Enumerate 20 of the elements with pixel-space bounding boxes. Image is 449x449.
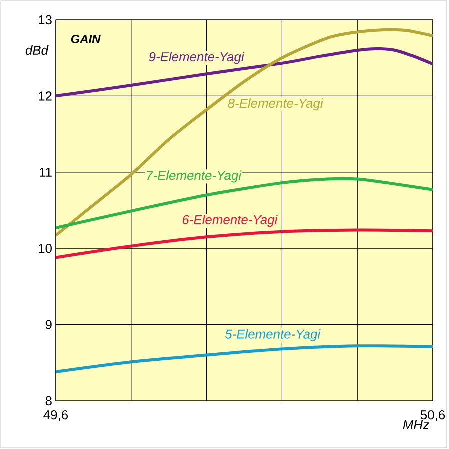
series-label: 5-Elemente-Yagi xyxy=(225,329,321,342)
x-tick-label: 50,6 xyxy=(420,410,446,422)
annotation: GAIN xyxy=(71,34,101,44)
y-axis-title: dBd xyxy=(26,46,49,56)
series-label: 6-Elemente-Yagi xyxy=(182,214,278,228)
line-series xyxy=(56,228,434,260)
line-series xyxy=(56,28,434,238)
y-tick-label: 12 xyxy=(39,92,52,101)
series-label: 7-Elemente-Yagi xyxy=(147,170,242,183)
line-series xyxy=(56,47,434,98)
x-tick-label: 49,6 xyxy=(44,410,68,422)
series-label: 9-Elemente-Yagi xyxy=(149,52,245,64)
y-tick-label: 9 xyxy=(46,320,52,330)
y-tick-label: 8 xyxy=(46,396,52,406)
line-series xyxy=(56,344,434,374)
x-axis-title: MHz xyxy=(403,420,430,430)
series-label: 8-Elemente-Yagi xyxy=(228,98,324,111)
y-tick-label: 13 xyxy=(39,15,52,25)
y-tick-label: 10 xyxy=(39,244,52,254)
y-tick-label: 11 xyxy=(40,168,52,177)
